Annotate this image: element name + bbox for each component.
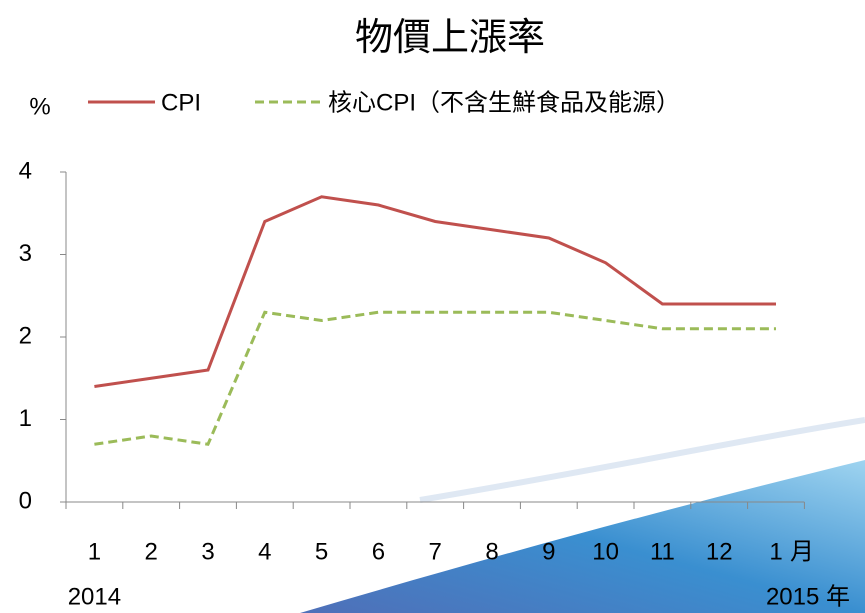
x-tick-label: 9 xyxy=(542,538,555,565)
decoration xyxy=(419,417,865,503)
y-tick-label: 0 xyxy=(19,487,32,514)
line xyxy=(94,195,776,388)
x-tick-label: 7 xyxy=(429,538,442,565)
x-tick-label: 2 xyxy=(145,538,158,565)
x-tick-label: 4 xyxy=(258,538,271,565)
year-label: 2015 年 xyxy=(766,583,850,610)
x-tick-label: 3 xyxy=(201,538,214,565)
line xyxy=(94,310,776,446)
x-tick-label: 6 xyxy=(372,538,385,565)
x-tick-label: 12 xyxy=(706,538,733,565)
x-tick-label: 10 xyxy=(592,538,619,565)
x-tick-label: 1 xyxy=(88,538,101,565)
y-unit: % xyxy=(29,93,50,120)
y-tick-label: 2 xyxy=(19,322,32,349)
x-unit: 月 xyxy=(790,538,814,565)
legend-label: CPI xyxy=(161,89,201,116)
x-tick-label: 11 xyxy=(650,538,675,565)
chart-title: 物價上漲率 xyxy=(355,17,545,59)
y-tick-label: 4 xyxy=(19,157,32,184)
x-tick-label: 5 xyxy=(315,538,328,565)
legend-label: 核心CPI（不含生鮮食品及能源） xyxy=(328,89,680,116)
x-tick-label: 8 xyxy=(485,538,498,565)
x-tick-label: 1 xyxy=(769,538,782,565)
y-tick-label: 1 xyxy=(19,405,32,432)
year-label: 2014 xyxy=(68,583,121,610)
decoration xyxy=(300,460,865,613)
y-tick-label: 3 xyxy=(19,240,32,267)
